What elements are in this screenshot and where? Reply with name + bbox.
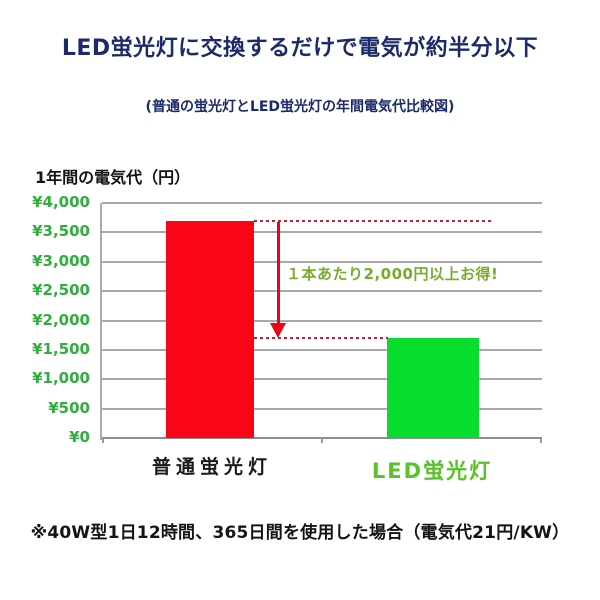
gridline (102, 202, 542, 204)
y-tick-label: ¥3,500 (32, 222, 90, 241)
bar-normal-fluorescent (166, 220, 254, 438)
gridline (102, 319, 542, 322)
dashed-guide-bottom (254, 337, 388, 340)
gridline (102, 260, 542, 263)
y-tick-label: ¥1,000 (32, 369, 90, 388)
y-tick-label: ¥0 (69, 428, 90, 446)
y-tick-label: ¥2,000 (32, 310, 90, 329)
y-tick-label: ¥4,000 (32, 193, 90, 211)
savings-annotation: １本あたり2,000円以上お得! (286, 265, 499, 283)
x-tick (321, 438, 323, 443)
savings-arrow-line (277, 221, 280, 324)
dashed-guide-top (254, 219, 493, 222)
gridline (102, 290, 542, 293)
y-axis-line (100, 203, 102, 440)
gridline (102, 348, 542, 351)
footnote: ※40W型1日12時間、365日間を使用した場合（電気代21円/KW） (30, 523, 570, 543)
x-tick (102, 438, 104, 443)
page-subtitle: (普通の蛍光灯とLED蛍光灯の年間電気代比較図) (145, 99, 455, 115)
y-axis-title: 1年間の電気代（円） (35, 168, 191, 187)
gridline (102, 378, 542, 381)
y-tick-label: ¥3,000 (32, 251, 90, 270)
savings-arrow-head-icon (270, 323, 286, 339)
y-tick-label: ¥1,500 (32, 339, 90, 358)
bar-led-fluorescent (387, 338, 479, 438)
page-title: LED蛍光灯に交換するだけで電気が約半分以下 (61, 36, 539, 61)
category-label-led-fluorescent: LED蛍光灯 (371, 459, 493, 483)
gridline (102, 407, 542, 410)
gridline (102, 231, 542, 234)
y-tick-label: ¥2,500 (32, 281, 90, 300)
x-tick (540, 438, 542, 443)
y-tick-label: ¥500 (48, 398, 90, 417)
category-label-normal-fluorescent: 普通蛍光灯 (151, 456, 273, 478)
bar-chart-plot: １本あたり2,000円以上お得! (100, 202, 542, 443)
